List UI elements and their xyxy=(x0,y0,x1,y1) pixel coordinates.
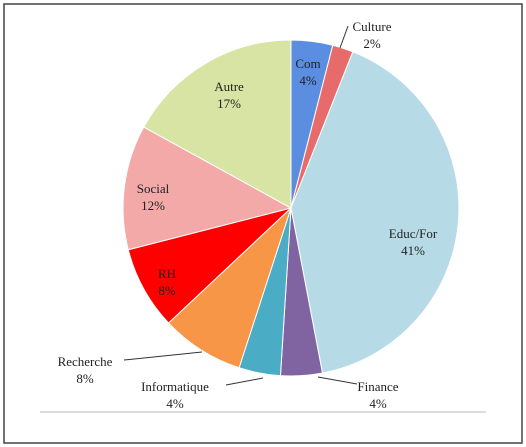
slice-label: Culture xyxy=(353,19,392,34)
slice-value: 2% xyxy=(363,36,381,51)
leader-line xyxy=(225,377,264,386)
slice-label: RH xyxy=(158,266,176,281)
slice-value: 8% xyxy=(76,371,94,386)
slice-value: 12% xyxy=(141,198,165,213)
slice-label: Informatique xyxy=(141,379,209,394)
slice-value: 8% xyxy=(158,283,176,298)
slice-value: 17% xyxy=(217,96,241,111)
slice-label: Autre xyxy=(214,79,244,94)
pie-slice xyxy=(122,126,293,251)
pie-slice xyxy=(290,51,460,374)
slice-value: 4% xyxy=(299,73,317,88)
slice-label: Recherche xyxy=(58,354,113,369)
leader-line xyxy=(317,376,358,385)
slice-label: Social xyxy=(137,181,170,196)
slice-value: 4% xyxy=(369,396,387,411)
leader-line xyxy=(339,25,349,49)
slice-label: Educ/For xyxy=(389,226,438,241)
leader-line xyxy=(123,351,203,361)
pie-slice xyxy=(143,39,292,209)
slice-value: 41% xyxy=(401,243,425,258)
slice-label: Finance xyxy=(357,379,398,394)
slice-label: Com xyxy=(295,56,320,71)
slice-value: 4% xyxy=(166,396,184,411)
